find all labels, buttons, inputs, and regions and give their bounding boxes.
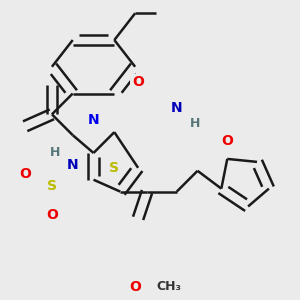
Circle shape: [169, 101, 184, 116]
Text: N: N: [171, 101, 183, 116]
Circle shape: [18, 166, 33, 181]
Text: S: S: [47, 179, 57, 193]
Circle shape: [44, 208, 59, 223]
Circle shape: [86, 113, 101, 128]
Circle shape: [107, 160, 122, 175]
Circle shape: [131, 74, 146, 89]
Circle shape: [220, 134, 235, 148]
Circle shape: [128, 279, 142, 294]
Circle shape: [148, 279, 164, 294]
Text: O: O: [46, 208, 58, 222]
Circle shape: [44, 178, 59, 193]
Circle shape: [65, 158, 80, 172]
Text: CH₃: CH₃: [156, 280, 181, 293]
Text: H: H: [50, 146, 60, 160]
Circle shape: [131, 74, 146, 89]
Circle shape: [220, 134, 235, 148]
Circle shape: [65, 158, 80, 172]
Circle shape: [18, 166, 33, 181]
Text: O: O: [221, 134, 233, 148]
Text: N: N: [67, 158, 79, 172]
Text: H: H: [189, 117, 200, 130]
Circle shape: [44, 208, 59, 223]
Text: O: O: [129, 280, 141, 294]
Circle shape: [169, 101, 184, 116]
Circle shape: [148, 279, 164, 294]
Circle shape: [86, 113, 101, 128]
Text: N: N: [88, 113, 99, 127]
Text: O: O: [132, 75, 144, 88]
Circle shape: [128, 279, 142, 294]
Circle shape: [44, 178, 59, 193]
Text: O: O: [19, 167, 31, 181]
Text: S: S: [109, 161, 119, 175]
Circle shape: [107, 160, 122, 175]
